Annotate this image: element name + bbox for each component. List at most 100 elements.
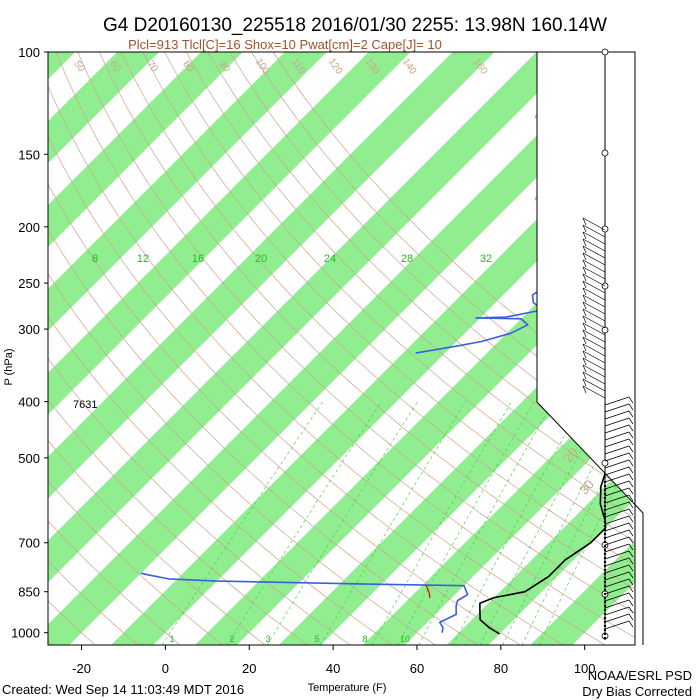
wind-barb-flag — [582, 329, 587, 338]
mixing-ratio-bottom-label: 1 — [169, 634, 174, 644]
wind-barb — [582, 357, 606, 371]
wind-barb-flag — [628, 543, 634, 551]
dry-adiabat-line — [229, 52, 635, 451]
wind-barb — [604, 550, 630, 560]
wind-observation-dot — [603, 516, 607, 520]
y-tick-label: 100 — [18, 45, 40, 60]
credit-line-2: Dry Bias Corrected — [582, 684, 692, 699]
mixing-ratio-line — [452, 401, 584, 645]
wind-barb — [582, 322, 606, 336]
y-tick-label: 850 — [18, 585, 40, 600]
wind-barb-flag — [628, 592, 634, 600]
dry-adiabat-line — [48, 229, 479, 645]
wind-panel-outline — [536, 52, 644, 645]
mixing-ratio-bottom-label: 2 — [229, 634, 234, 644]
mixing-ratio-line — [226, 401, 382, 645]
wind-barb-flag — [628, 438, 634, 446]
wind-barb — [582, 294, 606, 308]
wind-barb — [604, 592, 630, 602]
wind-barb-flag — [582, 357, 587, 366]
wind-observation-dot — [603, 488, 607, 492]
dry-adiabat-line — [48, 273, 436, 645]
y-tick-label: 200 — [18, 220, 40, 235]
mixing-ratio-line — [418, 401, 554, 645]
mixing-ratio-top-label: 16 — [192, 253, 204, 265]
dry-adiabat-line — [99, 52, 635, 590]
wind-observation-dot — [603, 604, 607, 608]
wind-barb-flag — [582, 322, 587, 331]
wind-observation-dot — [603, 496, 607, 500]
wind-barb-flag — [628, 515, 634, 523]
wind-barb — [604, 599, 630, 609]
wind-barb — [604, 564, 630, 574]
dry-adiabat-line — [55, 52, 635, 638]
wind-barb — [604, 424, 630, 434]
wind-barb — [582, 378, 606, 392]
wind-barb — [582, 385, 606, 399]
wind-barb — [582, 287, 606, 301]
wind-observation-dot — [603, 532, 607, 536]
wind-barb — [604, 508, 630, 518]
y-tick-label: 150 — [18, 147, 40, 162]
wind-barb — [604, 515, 630, 525]
wind-barb — [604, 466, 630, 476]
dry-adiabat-line — [48, 316, 394, 645]
wind-observation-dot — [603, 484, 607, 488]
wind-observation-dot — [603, 544, 607, 548]
wind-barb-flag — [628, 473, 634, 481]
wind-barb-flag — [628, 585, 634, 593]
wind-barb-flag — [628, 613, 634, 621]
wind-observation-dot — [603, 636, 607, 640]
wind-barb — [604, 438, 630, 448]
mixing-ratio-bottom-label: 8 — [362, 634, 367, 644]
dry-adiabat-line — [120, 52, 635, 566]
wind-barb — [604, 452, 630, 462]
wind-observation-dot — [603, 576, 607, 580]
y-tick-label: 300 — [18, 322, 40, 337]
mixing-ratio-top-label: 32 — [480, 253, 492, 265]
wind-barb-flag — [628, 431, 634, 439]
wind-barb — [582, 259, 606, 273]
wind-barb-flag — [628, 410, 634, 418]
wind-level-marker — [601, 459, 609, 467]
wind-barb-flag — [628, 536, 634, 544]
wind-barb-flag — [628, 599, 634, 607]
wind-barb-flag — [582, 301, 587, 310]
mixing-ratio-line — [397, 401, 535, 645]
mixing-ratio-top-label: 28 — [401, 253, 413, 265]
wind-barb — [604, 501, 630, 511]
wind-barb-flag — [582, 252, 587, 261]
temperature-band — [48, 52, 243, 247]
wind-barb — [604, 417, 630, 427]
wind-barb — [604, 494, 630, 504]
wind-barb — [582, 273, 606, 287]
temperature-band — [48, 52, 495, 499]
wind-barb-flag — [582, 217, 587, 226]
wind-barb-flag — [582, 364, 587, 373]
mixing-ratio-line — [162, 401, 324, 645]
wind-barb — [582, 238, 606, 252]
wind-barb — [582, 371, 606, 385]
temperature-band — [195, 205, 635, 645]
wind-level-marker — [601, 225, 609, 233]
wind-barb-flag — [582, 315, 587, 324]
wind-barb-flag — [582, 385, 587, 394]
wind-observation-dot — [603, 628, 607, 632]
wind-barb-flag — [582, 231, 587, 240]
wind-barb-flag — [628, 578, 634, 586]
dry-adiabat-line — [48, 600, 96, 645]
wind-barb-flag — [582, 259, 587, 268]
dry-adiabat-line — [142, 52, 635, 543]
wind-barb — [582, 343, 606, 357]
dry-adiabat-line — [48, 183, 521, 645]
y-tick-label: 700 — [18, 536, 40, 551]
wind-barb-flag — [628, 620, 634, 628]
wind-barb — [582, 329, 606, 343]
x-tick-label: 0 — [162, 661, 169, 676]
wind-barb — [604, 529, 630, 539]
y-axis-label: P (hPa) — [3, 348, 15, 385]
wind-barb — [582, 252, 606, 266]
y-tick-label: 250 — [18, 276, 40, 291]
wind-barb — [604, 445, 630, 455]
